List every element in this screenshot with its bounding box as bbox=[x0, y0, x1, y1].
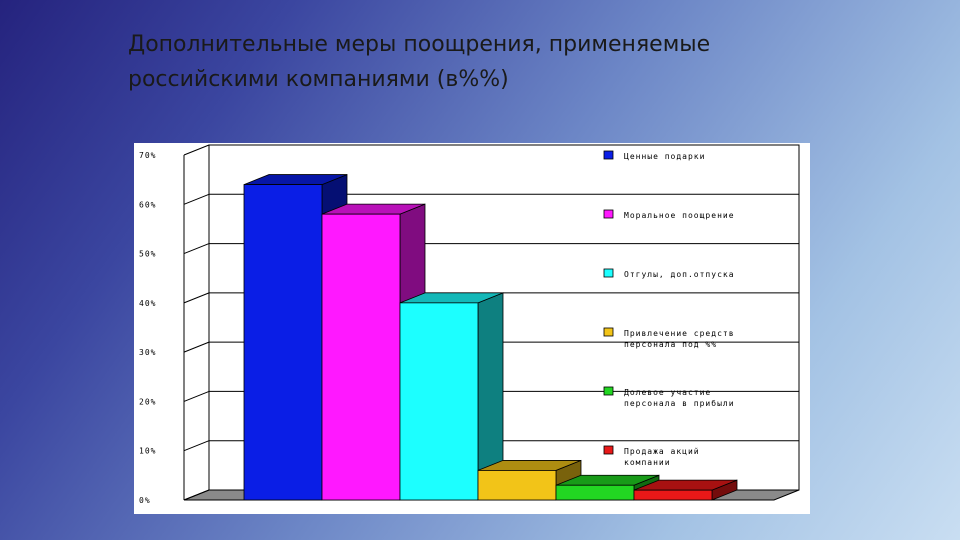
gridline-diagonal bbox=[183, 292, 210, 304]
legend-label: Продажа акций bbox=[624, 447, 700, 456]
legend-label: компании bbox=[624, 458, 671, 467]
y-tick-label: 10% bbox=[139, 447, 156, 456]
bar bbox=[477, 470, 557, 501]
gridline-diagonal bbox=[183, 193, 210, 205]
gridline-diagonal bbox=[183, 489, 210, 501]
slide-title-line-2: российскими компаниями (в%%) bbox=[128, 67, 509, 92]
legend-label: Долевое участие bbox=[624, 388, 711, 397]
y-tick-label: 60% bbox=[139, 200, 156, 209]
slide-title-line-1: Дополнительные меры поощрения, применяем… bbox=[128, 32, 711, 57]
bar bbox=[243, 184, 323, 501]
bar-chart: 0% 10% 20% 30% 40% 50% 60% 70% Ценные подарки Мор… bbox=[139, 144, 800, 505]
gridline-diagonal bbox=[183, 144, 210, 156]
gridline-diagonal bbox=[183, 390, 210, 402]
slide-title: Дополнительные меры поощрения, применяем… bbox=[128, 27, 828, 97]
legend-swatch bbox=[603, 268, 614, 278]
legend-label: Моральное поощрение bbox=[624, 211, 735, 220]
legend-swatch bbox=[603, 445, 614, 455]
chart-panel: 0% 10% 20% 30% 40% 50% 60% 70% Ценные подарки Мор… bbox=[134, 143, 810, 514]
y-tick-label: 30% bbox=[139, 348, 156, 357]
y-tick-label: 20% bbox=[139, 397, 156, 406]
bar bbox=[399, 302, 479, 501]
legend-label: персонала под %% bbox=[624, 340, 717, 349]
legend-swatch bbox=[603, 327, 614, 337]
legend-swatch bbox=[603, 209, 614, 219]
legend-label: Привлечение средств bbox=[624, 329, 735, 338]
legend-label: Отгулы, доп.отпуска bbox=[624, 270, 735, 279]
y-tick-label: 0% bbox=[139, 496, 151, 505]
bar bbox=[321, 213, 401, 501]
bar bbox=[633, 489, 713, 501]
gridline-diagonal bbox=[183, 243, 210, 255]
legend-swatch bbox=[603, 386, 614, 396]
y-tick-label: 70% bbox=[139, 151, 156, 160]
gridline-diagonal bbox=[183, 440, 210, 452]
legend-label: Ценные подарки bbox=[624, 152, 705, 161]
gridline-diagonal bbox=[183, 341, 210, 353]
y-tick-label: 50% bbox=[139, 250, 156, 259]
y-tick-label: 40% bbox=[139, 299, 156, 308]
bar bbox=[555, 484, 635, 501]
legend-swatch bbox=[603, 150, 614, 160]
legend-label: персонала в прибыли bbox=[624, 398, 735, 408]
